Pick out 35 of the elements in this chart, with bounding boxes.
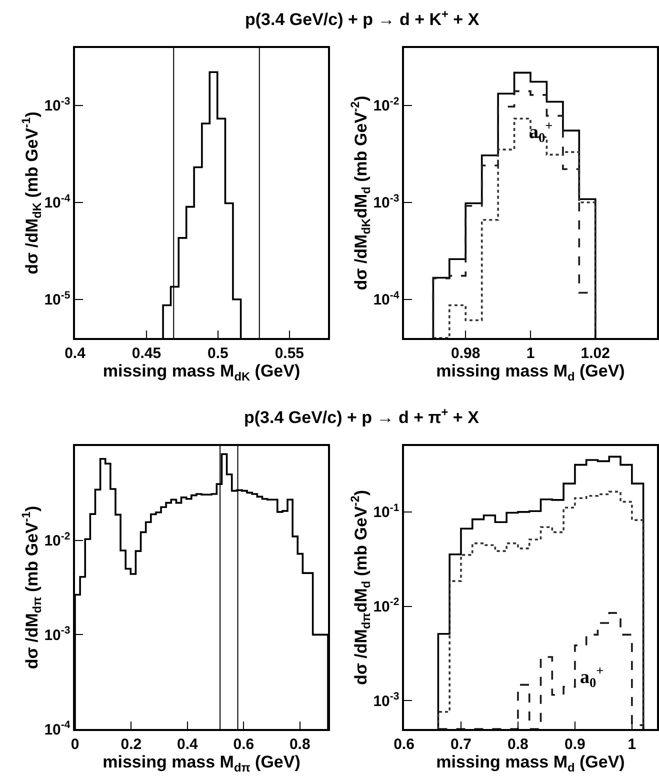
y-tick-label: 10$^{-5}$ [44,289,70,309]
x-tick-label: 0.98 [451,344,480,362]
x-tick-label: 1 [526,344,535,362]
chart-title: p(3.4 GeV/c) + p → d + π$^{+}$ + X [244,405,480,428]
chart-title: p(3.4 GeV/c) + p → d + K$^{+}$ + X [245,7,480,30]
x-tick-label: 0.8 [508,736,528,753]
x-tick-label: 0 [70,736,80,753]
y-tick-label: 10$^{-2}$ [373,95,400,115]
x-tick-label: 0.45 [132,344,162,362]
y-tick-label: 10$^{-2}$ [44,530,70,550]
x-axis-title: missing mass M$_{d}$ (GeV) [436,362,625,384]
x-tick-label: 0.4 [177,736,199,753]
y-tick-label: 10$^{-1}$ [373,502,400,522]
x-tick-label: 0.6 [394,736,414,753]
x-tick-label: 0.55 [274,344,304,362]
y-tick-label: 10$^{-3}$ [44,624,70,644]
x-tick-label: 1.02 [580,344,610,362]
y-tick-label: 10$^{-3}$ [373,690,400,710]
x-axis-title: missing mass M$_{d}$ (GeV) [436,752,625,774]
x-tick-label: 0.8 [289,736,310,753]
x-tick-label: 0.7 [450,736,472,753]
x-tick-label: 0.4 [64,344,86,362]
x-axis-title: missing mass M$_{dK}$ (GeV) [102,362,300,384]
x-tick-label: 0.5 [208,344,228,362]
y-tick-label: 10$^{-4}$ [373,289,400,309]
y-tick-label: 10$^{-2}$ [373,596,400,616]
x-tick-label: 1 [628,736,636,753]
x-axis-title: missing mass M$_{dπ}$ (GeV) [102,752,300,774]
x-tick-label: 0.9 [564,736,586,753]
x-tick-label: 0.6 [233,736,254,753]
x-tick-label: 0.2 [120,736,142,753]
y-tick-label: 10$^{-3}$ [373,192,400,212]
y-tick-label: 10$^{-4}$ [44,718,70,738]
y-tick-label: 10$^{-4}$ [44,192,70,212]
y-tick-label: 10$^{-3}$ [44,95,70,115]
